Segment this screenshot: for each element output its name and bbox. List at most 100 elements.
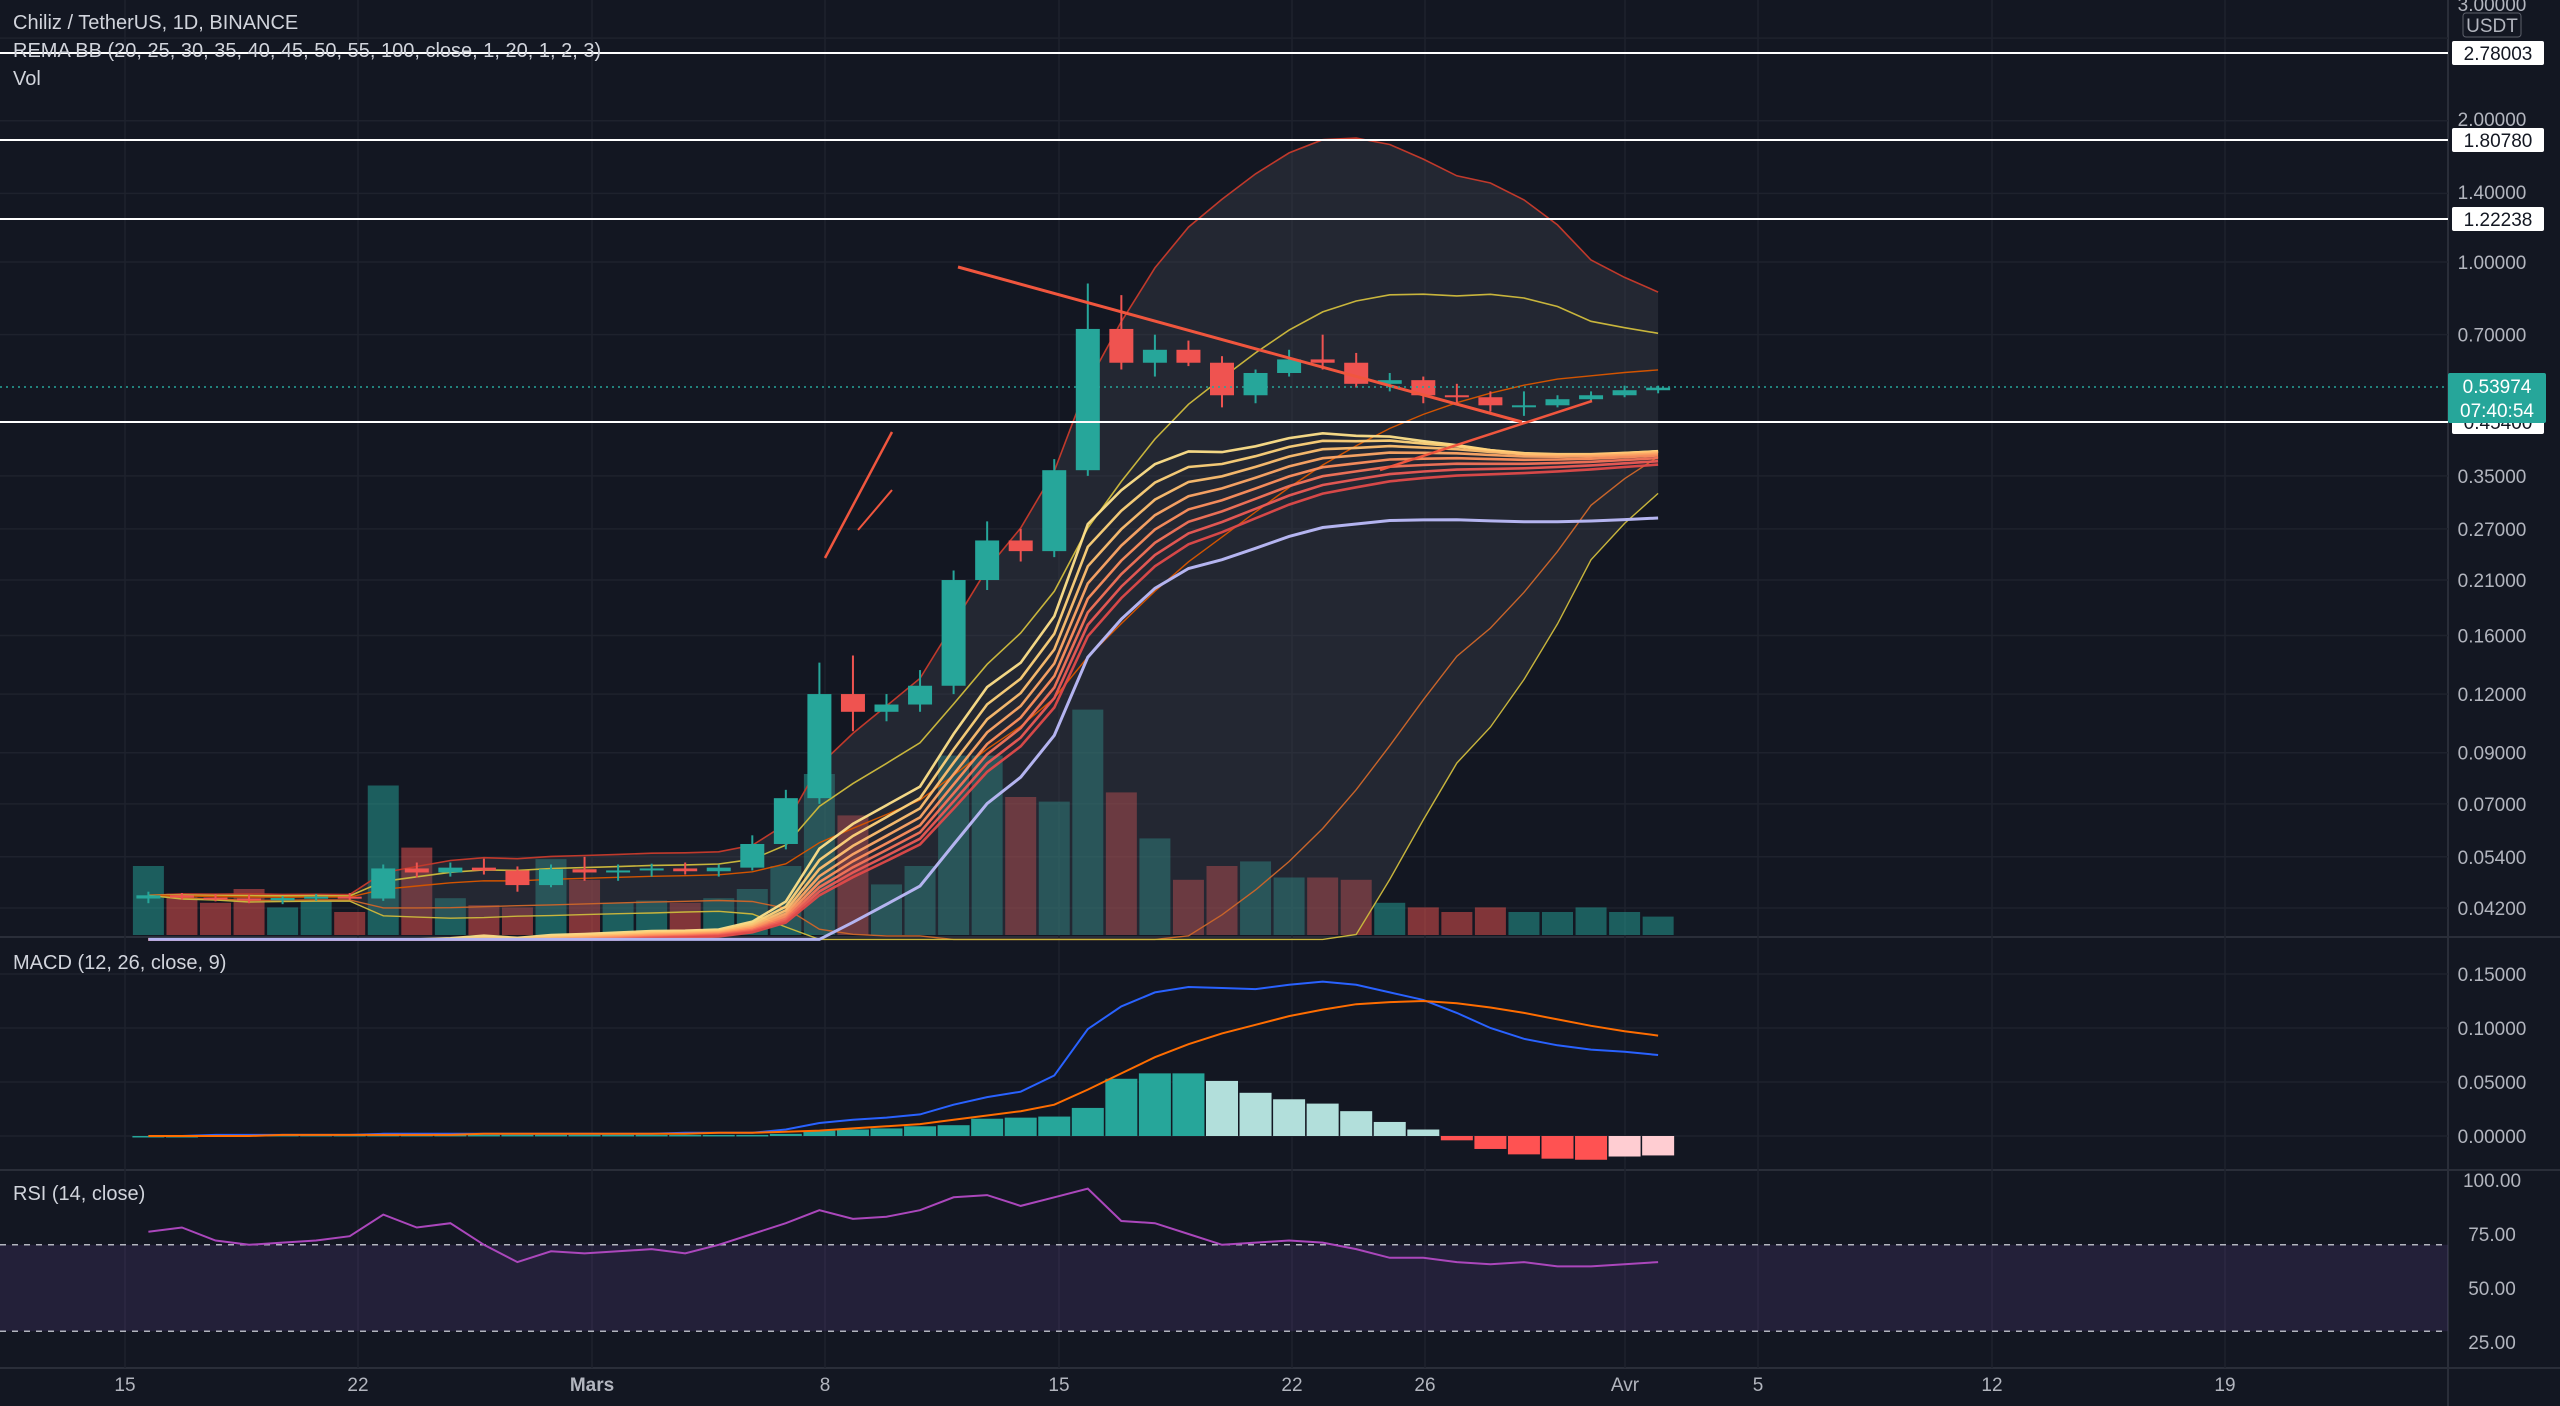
candle-body[interactable]	[1377, 380, 1402, 384]
volume-bar	[1307, 877, 1339, 935]
candle-body[interactable]	[941, 580, 966, 686]
candle-body[interactable]	[706, 867, 731, 872]
volume-bar	[1542, 912, 1573, 935]
bb-upper-3-line	[148, 137, 1659, 897]
candle-body[interactable]	[1646, 387, 1671, 391]
volume-bar	[401, 847, 433, 935]
candle-body[interactable]	[337, 896, 362, 899]
symbol-title: Chiliz / TetherUS, 1D, BINANCE	[13, 12, 299, 34]
price-tick-label: 0.04200	[2458, 899, 2527, 920]
macd-pane[interactable]	[132, 980, 1675, 1160]
candle-body[interactable]	[136, 895, 161, 899]
macd-histogram-bar	[635, 1134, 668, 1137]
volume-bar	[1609, 912, 1641, 935]
rsi-tick-label: 25.00	[2468, 1333, 2516, 1354]
trendline-resistance[interactable]	[957, 265, 1523, 424]
volume-bar	[904, 866, 936, 935]
candle-body[interactable]	[1478, 397, 1503, 406]
candle-body[interactable]	[807, 694, 832, 799]
macd-histogram-bar	[1105, 1078, 1138, 1136]
candle-body[interactable]	[1612, 390, 1637, 396]
volume-bar	[1575, 907, 1607, 935]
last-price-badge	[2448, 373, 2546, 423]
candle-body[interactable]	[572, 869, 597, 873]
candle-body[interactable]	[1142, 349, 1167, 363]
volume-legend[interactable]: Vol	[13, 68, 41, 90]
macd-histogram-bar	[1172, 1073, 1205, 1136]
macd-line	[148, 980, 1659, 1137]
trendline-pole[interactable]	[823, 431, 894, 559]
volume-bar	[1441, 912, 1473, 935]
trendline-flag[interactable]	[857, 489, 893, 531]
candle-body[interactable]	[1176, 349, 1201, 363]
candle-body[interactable]	[1545, 399, 1570, 406]
macd-histogram-bar	[1038, 1116, 1071, 1136]
candle-body[interactable]	[304, 896, 329, 899]
candle-body[interactable]	[673, 868, 698, 872]
time-tick-label: 5	[1753, 1375, 1764, 1396]
indicator-legend[interactable]: REMA BB (20, 25, 30, 35, 40, 45, 50, 55,…	[13, 40, 602, 62]
candle-body[interactable]	[1075, 328, 1100, 471]
volume-bar	[367, 785, 399, 935]
candle-body[interactable]	[438, 867, 463, 873]
macd-histogram-bar	[971, 1118, 1004, 1136]
time-tick-label: Mars	[570, 1375, 614, 1396]
rsi-pane[interactable]	[0, 1187, 2448, 1332]
volume-bar	[166, 893, 198, 935]
macd-histogram-bar	[1575, 1136, 1608, 1160]
candle-body[interactable]	[975, 540, 1000, 581]
rsi-tick-label: 100.00	[2463, 1171, 2521, 1192]
price-tick-label: 0.27000	[2458, 520, 2527, 541]
macd-histogram-bar	[602, 1134, 635, 1137]
candle-body[interactable]	[840, 694, 865, 712]
candle-body[interactable]	[1042, 470, 1067, 552]
candle-body[interactable]	[1511, 405, 1536, 408]
macd-histogram-bar	[870, 1128, 903, 1136]
bollinger-band-fill	[148, 138, 1659, 936]
volume-bar	[1340, 879, 1372, 935]
volume-bar	[1139, 838, 1171, 935]
time-tick-label: 15	[114, 1375, 135, 1396]
candle-body[interactable]	[169, 895, 194, 898]
macd-title[interactable]: MACD (12, 26, close, 9)	[13, 952, 227, 974]
candle-body[interactable]	[404, 868, 429, 873]
volume-bar	[1642, 916, 1674, 935]
candle-body[interactable]	[505, 870, 530, 886]
candle-body[interactable]	[270, 898, 295, 901]
candle-body[interactable]	[371, 868, 396, 899]
candle-body[interactable]	[1444, 395, 1469, 398]
candle-body[interactable]	[740, 843, 765, 868]
candle-body[interactable]	[874, 704, 899, 712]
macd-tick-label: 0.05000	[2458, 1073, 2527, 1094]
candle-body[interactable]	[1109, 328, 1134, 363]
candle-body[interactable]	[1210, 362, 1234, 396]
candle-body[interactable]	[1008, 540, 1033, 552]
currency-badge[interactable]	[2462, 12, 2522, 38]
macd-histogram-bar	[904, 1126, 937, 1136]
candle-body[interactable]	[539, 869, 563, 886]
rsi-title[interactable]: RSI (14, close)	[13, 1183, 146, 1205]
candle-body[interactable]	[1310, 359, 1335, 363]
candle-body[interactable]	[908, 685, 933, 705]
candle-body[interactable]	[1243, 373, 1268, 396]
volume-bar	[1474, 907, 1506, 935]
level-price-tag	[2452, 128, 2544, 152]
trendline-support[interactable]	[1379, 399, 1593, 472]
price-pane[interactable]	[0, 52, 2448, 941]
candle-body[interactable]	[237, 898, 262, 901]
volume-bar	[1005, 797, 1037, 935]
macd-histogram-bar	[736, 1134, 769, 1137]
candle-body[interactable]	[1579, 395, 1604, 400]
countdown-timer: 07:40:54	[2460, 401, 2534, 422]
candle-body[interactable]	[203, 897, 228, 900]
volume-bar	[971, 755, 1003, 935]
candle-body[interactable]	[773, 798, 798, 844]
candle-body[interactable]	[1277, 359, 1302, 374]
level-price-label: 1.80780	[2464, 131, 2533, 152]
candle-body[interactable]	[471, 867, 496, 871]
macd-histogram-bar	[501, 1134, 534, 1137]
candle-body[interactable]	[639, 868, 664, 871]
candle-body[interactable]	[606, 870, 631, 873]
